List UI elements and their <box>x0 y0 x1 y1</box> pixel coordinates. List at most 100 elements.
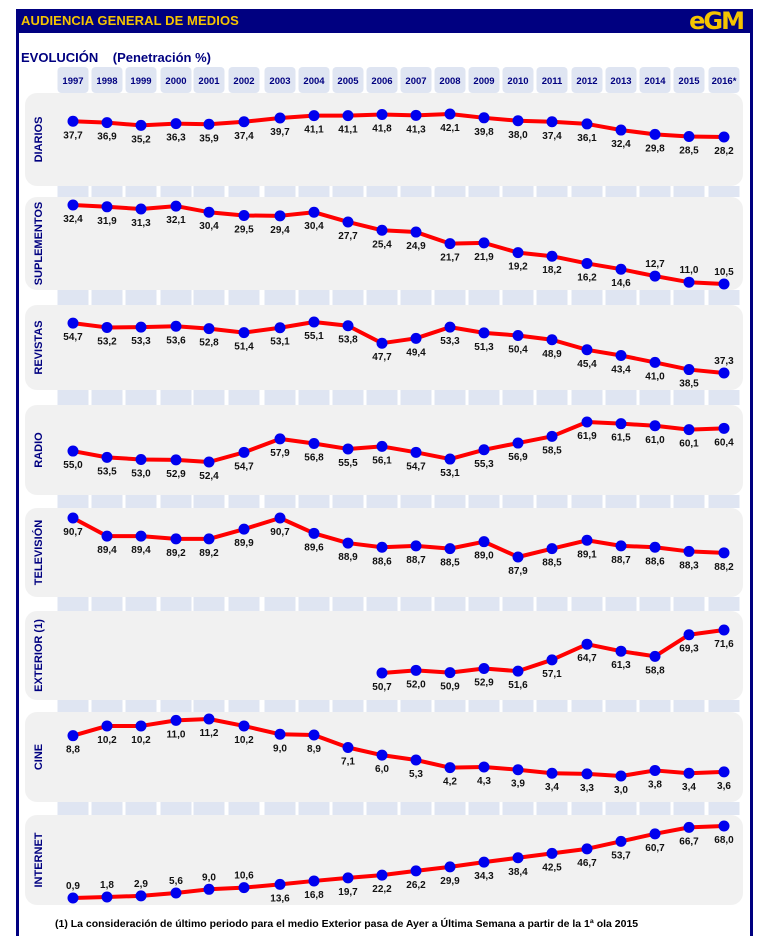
data-label: 53,1 <box>440 468 460 479</box>
data-point <box>581 118 593 130</box>
series-label: CINE <box>33 744 45 770</box>
data-point <box>342 443 354 455</box>
column-stripe <box>571 186 603 197</box>
data-label: 39,8 <box>474 127 494 138</box>
data-label: 88,7 <box>611 555 631 566</box>
data-point <box>410 540 422 552</box>
data-label: 19,7 <box>338 887 358 898</box>
data-label: 50,7 <box>372 682 392 693</box>
data-point <box>649 356 661 368</box>
data-label: 36,1 <box>577 133 597 144</box>
column-stripe <box>434 802 466 815</box>
data-point <box>101 451 113 463</box>
data-point <box>444 321 456 333</box>
column-stripe <box>434 186 466 197</box>
column-stripe <box>571 802 603 815</box>
data-label: 89,9 <box>234 538 254 549</box>
data-label: 29,5 <box>234 224 254 235</box>
column-stripe <box>673 495 705 508</box>
year-tick-label: 2009 <box>473 76 494 87</box>
column-stripe <box>57 597 89 611</box>
column-stripe <box>57 700 89 712</box>
data-label: 3,9 <box>511 779 525 790</box>
data-point <box>546 767 558 779</box>
data-label: 41,0 <box>645 371 665 382</box>
data-point <box>203 713 215 725</box>
data-point <box>101 720 113 732</box>
data-label: 53,3 <box>440 336 460 347</box>
data-point <box>683 131 695 143</box>
data-point <box>101 201 113 213</box>
column-stripe <box>298 597 330 611</box>
data-label: 50,9 <box>440 682 460 693</box>
column-stripe <box>468 290 500 305</box>
data-point <box>203 206 215 218</box>
data-label: 13,6 <box>270 893 290 904</box>
data-label: 25,4 <box>372 239 392 250</box>
series-label: RADIO <box>33 432 45 468</box>
column-stripe <box>468 495 500 508</box>
data-point <box>649 128 661 140</box>
data-label: 4,3 <box>477 776 491 787</box>
data-point <box>238 446 250 458</box>
data-label: 53,7 <box>611 850 631 861</box>
column-stripe <box>91 495 123 508</box>
data-point <box>512 247 524 259</box>
data-label: 0,9 <box>66 881 80 892</box>
data-label: 32,1 <box>166 215 186 226</box>
column-stripe <box>332 186 364 197</box>
data-label: 3,0 <box>614 785 628 796</box>
data-point <box>581 534 593 546</box>
data-label: 61,3 <box>611 660 631 671</box>
data-point <box>683 276 695 288</box>
data-point <box>718 278 730 290</box>
data-label: 10,6 <box>234 871 254 882</box>
series-panel <box>25 508 743 597</box>
year-tick-label: 2013 <box>610 76 631 87</box>
data-point <box>512 764 524 776</box>
data-label: 38,4 <box>508 867 528 878</box>
data-point <box>238 327 250 339</box>
column-stripe <box>228 186 260 197</box>
data-point <box>376 869 388 881</box>
data-point <box>683 767 695 779</box>
column-stripe <box>366 802 398 815</box>
year-column-header <box>91 67 123 93</box>
column-stripe <box>605 597 637 611</box>
data-point <box>308 206 320 218</box>
data-point <box>410 664 422 676</box>
data-label: 54,7 <box>234 461 254 472</box>
chart-subtitle: EVOLUCIÓN (Penetración %) <box>21 50 211 65</box>
column-stripe <box>502 290 534 305</box>
data-point <box>410 332 422 344</box>
column-stripe <box>264 290 296 305</box>
column-stripe <box>468 802 500 815</box>
column-stripe <box>264 597 296 611</box>
data-point <box>410 109 422 121</box>
column-stripe <box>91 186 123 197</box>
column-stripe <box>536 802 568 815</box>
data-label: 56,8 <box>304 452 324 463</box>
data-label: 53,5 <box>97 466 117 477</box>
data-label: 41,3 <box>406 124 426 135</box>
data-point <box>274 728 286 740</box>
data-point <box>649 270 661 282</box>
data-label: 88,5 <box>542 558 562 569</box>
column-stripe <box>91 802 123 815</box>
column-stripe <box>708 700 740 712</box>
column-stripe <box>639 700 671 712</box>
data-label: 46,7 <box>577 858 597 869</box>
year-column-header <box>332 67 364 93</box>
column-stripe <box>673 186 705 197</box>
year-tick-label: 2003 <box>269 76 290 87</box>
year-tick-label: 2005 <box>337 76 359 87</box>
data-point <box>615 263 627 275</box>
data-point <box>170 320 182 332</box>
column-stripe <box>639 495 671 508</box>
column-stripe <box>571 290 603 305</box>
data-label: 58,5 <box>542 445 562 456</box>
column-stripe <box>57 290 89 305</box>
year-column-header <box>57 67 89 93</box>
data-point <box>478 662 490 674</box>
data-point <box>376 440 388 452</box>
